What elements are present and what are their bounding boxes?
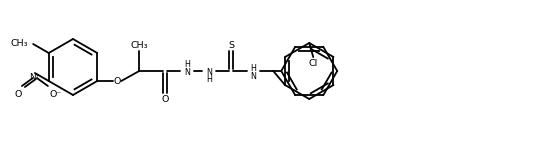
Text: CH₃: CH₃ — [131, 41, 148, 50]
Text: S: S — [228, 41, 234, 50]
Text: Cl: Cl — [309, 58, 318, 67]
Text: N: N — [207, 67, 212, 76]
Text: O⁻: O⁻ — [50, 90, 62, 99]
Text: N: N — [185, 67, 190, 76]
Text: H: H — [185, 60, 190, 69]
Text: CH₃: CH₃ — [11, 39, 28, 47]
Text: H: H — [207, 75, 212, 84]
Text: N⁺: N⁺ — [29, 73, 41, 82]
Text: O: O — [14, 90, 21, 99]
Text: O: O — [113, 76, 121, 86]
Text: O: O — [162, 95, 169, 103]
Text: N: N — [250, 71, 256, 80]
Text: H: H — [250, 63, 256, 73]
